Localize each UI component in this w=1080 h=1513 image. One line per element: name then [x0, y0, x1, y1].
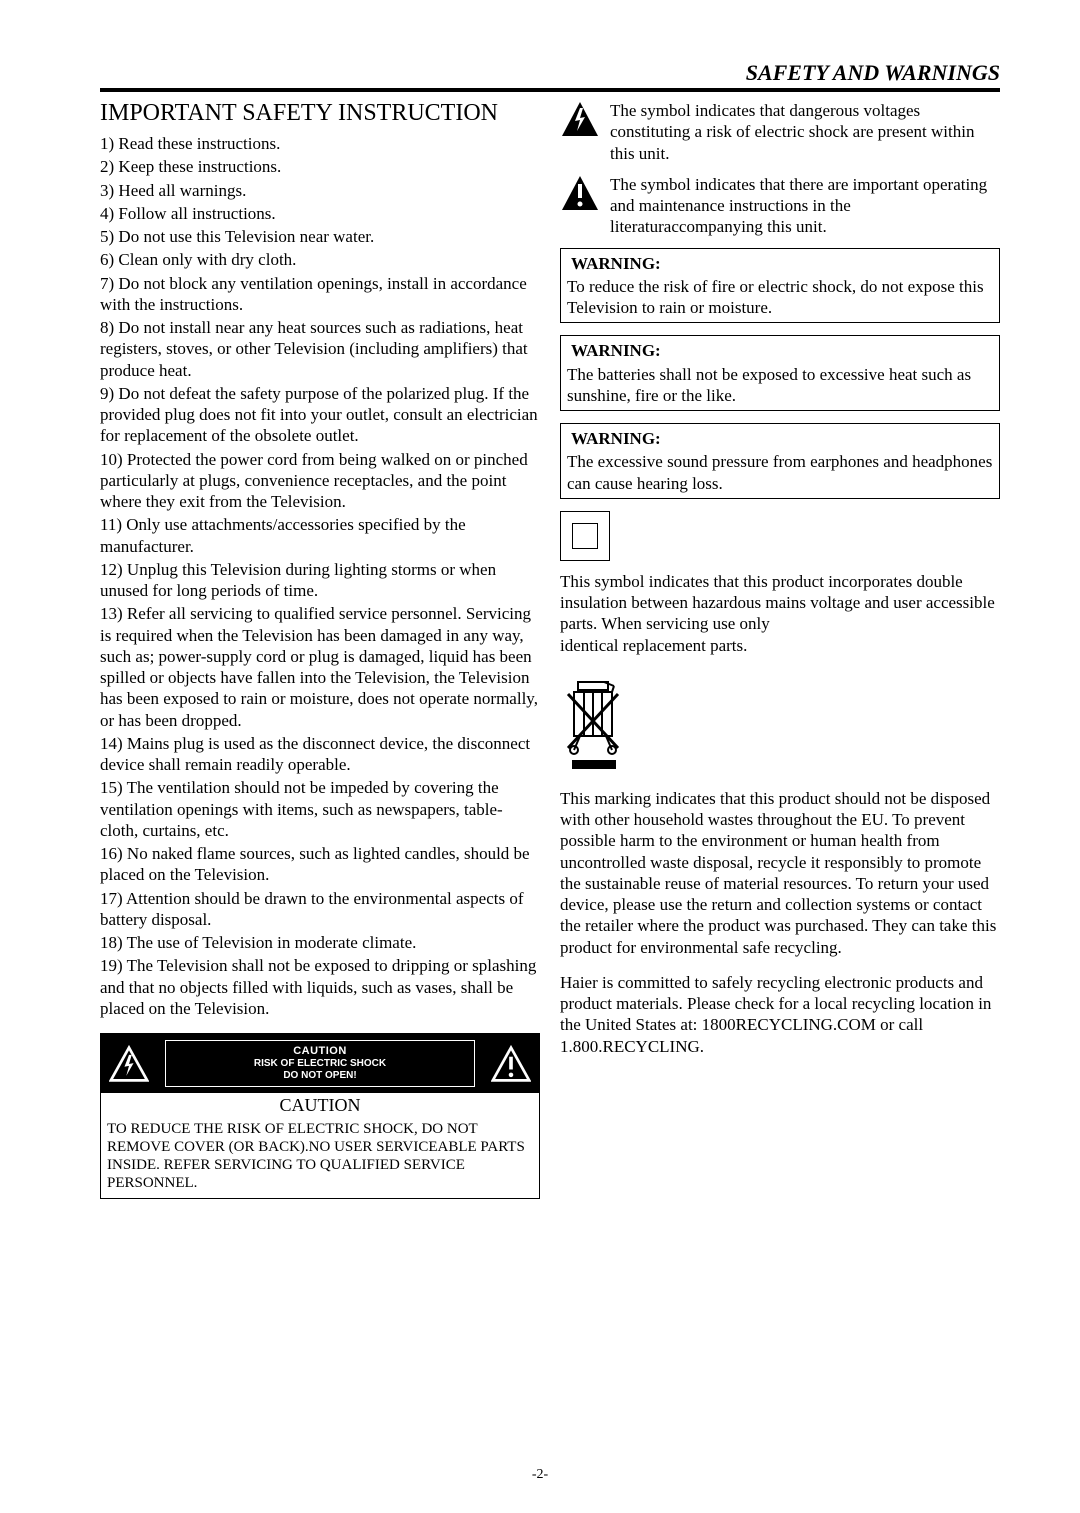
right-column: The symbol indicates that dangerous volt…: [560, 100, 1000, 1199]
instruction-item: 6) Clean only with dry cloth.: [100, 249, 540, 270]
instruction-item: 5) Do not use this Television near water…: [100, 226, 540, 247]
instruction-item: 19) The Television shall not be exposed …: [100, 955, 540, 1019]
warning-box: WARNING: To reduce the risk of fire or e…: [560, 248, 1000, 324]
instruction-item: 18) The use of Television in moderate cl…: [100, 932, 540, 953]
warning-title: WARNING:: [567, 253, 993, 274]
instruction-item: 3) Heed all warnings.: [100, 180, 540, 201]
instruction-item: 17) Attention should be drawn to the env…: [100, 888, 540, 931]
double-insulation-text: This symbol indicates that this product …: [560, 571, 1000, 656]
page-number: -2-: [532, 1467, 548, 1483]
instruction-item: 10) Protected the power cord from being …: [100, 449, 540, 513]
caution-top-line3: DO NOT OPEN!: [174, 1070, 466, 1082]
caution-center-box: CAUTION RISK OF ELECTRIC SHOCK DO NOT OP…: [165, 1040, 475, 1087]
warning-title: WARNING:: [567, 340, 993, 361]
caution-block: CAUTION RISK OF ELECTRIC SHOCK DO NOT OP…: [100, 1033, 540, 1199]
warning-box: WARNING: The batteries shall not be expo…: [560, 335, 1000, 411]
section-title: IMPORTANT SAFETY INSTRUCTION: [100, 100, 540, 127]
instruction-item: 9) Do not defeat the safety purpose of t…: [100, 383, 540, 447]
double-insulation-inner: [572, 523, 598, 549]
exclamation-triangle-icon: [491, 1044, 531, 1084]
symbol-row-info: The symbol indicates that there are impo…: [560, 174, 1000, 238]
caution-label: CAUTION: [101, 1093, 539, 1118]
instruction-item: 7) Do not block any ventilation openings…: [100, 273, 540, 316]
warning-body: The batteries shall not be exposed to ex…: [567, 364, 993, 407]
warning-body: To reduce the risk of fire or electric s…: [567, 276, 993, 319]
instruction-item: 15) The ventilation should not be impede…: [100, 777, 540, 841]
instruction-item: 2) Keep these instructions.: [100, 156, 540, 177]
caution-top-bar: CAUTION RISK OF ELECTRIC SHOCK DO NOT OP…: [101, 1034, 539, 1093]
symbol-text-voltage: The symbol indicates that dangerous volt…: [610, 100, 1000, 164]
warning-title: WARNING:: [567, 428, 993, 449]
caution-body: TO REDUCE THE RISK OF ELECTRIC SHOCK, DO…: [101, 1118, 539, 1198]
instruction-item: 16) No naked flame sources, such as ligh…: [100, 843, 540, 886]
header-title: SAFETY AND WARNINGS: [100, 60, 1000, 92]
instruction-item: 14) Mains plug is used as the disconnect…: [100, 733, 540, 776]
double-insulation-icon: [560, 511, 610, 561]
instruction-item: 1) Read these instructions.: [100, 133, 540, 154]
symbol-row-voltage: The symbol indicates that dangerous volt…: [560, 100, 1000, 164]
weee-text: This marking indicates that this product…: [560, 788, 1000, 958]
instruction-item: 13) Refer all servicing to qualified ser…: [100, 603, 540, 731]
symbol-text-info: The symbol indicates that there are impo…: [610, 174, 1000, 238]
left-column: IMPORTANT SAFETY INSTRUCTION 1) Read the…: [100, 100, 540, 1199]
main-columns: IMPORTANT SAFETY INSTRUCTION 1) Read the…: [100, 100, 1000, 1199]
bolt-triangle-icon: [109, 1044, 149, 1084]
warning-body: The excessive sound pressure from earpho…: [567, 451, 993, 494]
caution-top-line1: CAUTION: [174, 1045, 466, 1058]
weee-bin-icon: [560, 676, 630, 771]
warning-box: WARNING: The excessive sound pressure fr…: [560, 423, 1000, 499]
caution-top-line2: RISK OF ELECTRIC SHOCK: [174, 1058, 466, 1070]
exclamation-triangle-icon: [560, 174, 600, 214]
instruction-item: 4) Follow all instructions.: [100, 203, 540, 224]
instruction-item: 11) Only use attachments/accessories spe…: [100, 514, 540, 557]
instruction-item: 8) Do not install near any heat sources …: [100, 317, 540, 381]
instruction-item: 12) Unplug this Television during lighti…: [100, 559, 540, 602]
bolt-triangle-icon: [560, 100, 600, 140]
recycling-text: Haier is committed to safely recycling e…: [560, 972, 1000, 1057]
